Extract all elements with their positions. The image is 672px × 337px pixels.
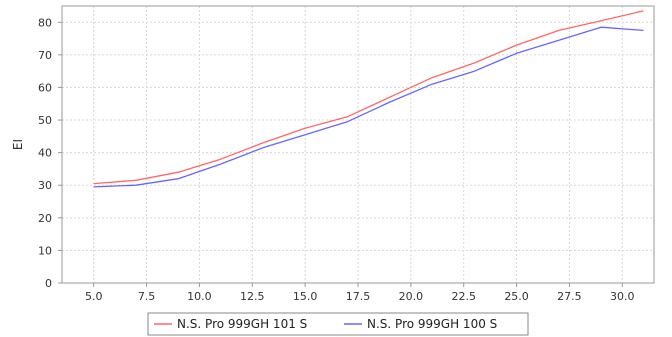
y-tick-label: 20 bbox=[38, 212, 52, 225]
series-line-2 bbox=[93, 26, 644, 188]
x-tick-label: 30.0 bbox=[610, 290, 635, 303]
y-tick-label: 80 bbox=[38, 16, 52, 29]
legend: N.S. Pro 999GH 101 S N.S. Pro 999GH 100 S bbox=[147, 312, 529, 336]
plot-area bbox=[62, 6, 654, 283]
x-tick-label: 15.0 bbox=[293, 290, 318, 303]
legend-label-1: N.S. Pro 999GH 101 S bbox=[177, 317, 307, 331]
y-tick-label: 0 bbox=[45, 277, 52, 290]
series-layer bbox=[93, 10, 644, 188]
x-tick-label: 20.0 bbox=[399, 290, 424, 303]
y-tick-label: 70 bbox=[38, 49, 52, 62]
x-tick-label: 17.5 bbox=[346, 290, 371, 303]
x-tick-label: 25.0 bbox=[504, 290, 529, 303]
y-axis-label: EI bbox=[11, 139, 25, 150]
x-tick-label: 7.5 bbox=[138, 290, 156, 303]
legend-box bbox=[147, 312, 529, 336]
x-tick-label: 10.0 bbox=[187, 290, 212, 303]
x-tick-label: 27.5 bbox=[557, 290, 582, 303]
legend-label-2: N.S. Pro 999GH 100 S bbox=[367, 317, 497, 331]
y-tick-label: 10 bbox=[38, 244, 52, 257]
series-line-1 bbox=[93, 10, 644, 185]
y-tick-label: 30 bbox=[38, 179, 52, 192]
x-tick-label: 5.0 bbox=[85, 290, 103, 303]
y-tick-label: 50 bbox=[38, 114, 52, 127]
y-tick-label: 60 bbox=[38, 81, 52, 94]
x-tick-label: 12.5 bbox=[240, 290, 265, 303]
x-tick-label: 22.5 bbox=[451, 290, 476, 303]
ticks-layer: 5.0 7.5 10.0 12.5 15.0 17.5 20.0 22.5 25.0 27.5 30… bbox=[38, 16, 635, 303]
y-tick-label: 40 bbox=[38, 147, 52, 160]
